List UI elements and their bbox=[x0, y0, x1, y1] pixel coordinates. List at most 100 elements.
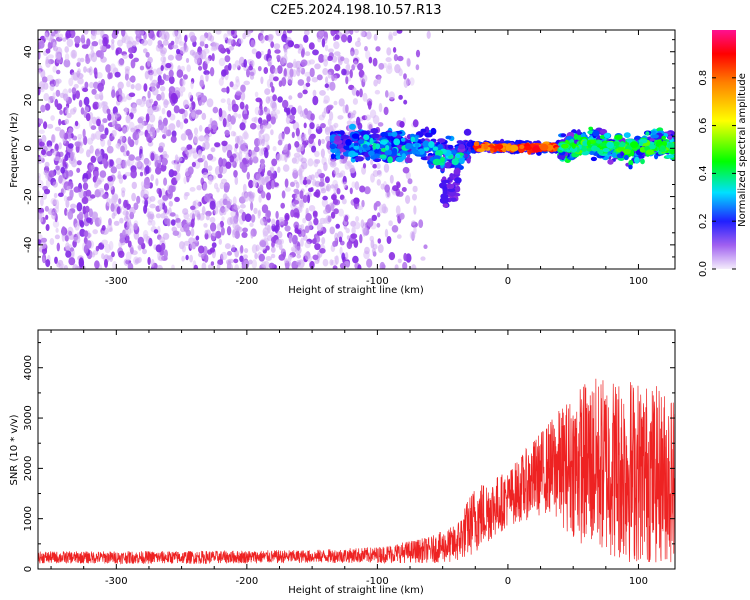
spectrogram-cell bbox=[557, 153, 566, 160]
spectrogram-cell bbox=[415, 142, 419, 149]
spectrogram-cell bbox=[218, 107, 223, 118]
spectrogram-cell bbox=[447, 144, 454, 149]
spectrogram-cell bbox=[226, 86, 230, 94]
spectrogram-cell bbox=[296, 67, 301, 77]
spectrogram-cell bbox=[290, 181, 295, 187]
spectrogram-frame bbox=[37, 29, 676, 270]
spectrogram-cell bbox=[43, 93, 50, 102]
spectrogram-cell bbox=[40, 83, 45, 93]
spectrogram-cell bbox=[320, 123, 326, 129]
spectrogram-cell bbox=[50, 31, 56, 37]
spectrogram-cell bbox=[282, 99, 289, 109]
spectrogram-cell bbox=[73, 186, 81, 193]
spectrogram-cell bbox=[367, 100, 372, 110]
spectrogram-cell bbox=[650, 134, 660, 139]
spectrogram-cell bbox=[155, 244, 162, 253]
spectrogram-cell bbox=[420, 256, 426, 261]
spectrogram-cell bbox=[397, 55, 404, 62]
spectrogram-cell bbox=[140, 181, 145, 188]
spectrogram-cell bbox=[376, 222, 381, 228]
spectrogram-cell bbox=[248, 65, 254, 71]
spectrogram-cell bbox=[450, 149, 457, 155]
spectrogram-cell bbox=[108, 240, 114, 251]
spectrogram-cell bbox=[272, 94, 277, 102]
spectrogram-cell bbox=[81, 196, 89, 205]
colorbar-gradient bbox=[712, 30, 736, 269]
snr-y-axis: 0 1000 2000 3000 4000 bbox=[23, 342, 675, 572]
spectrogram-cell bbox=[176, 221, 183, 229]
spectrogram-cell bbox=[199, 40, 205, 47]
spectrogram-cell bbox=[295, 246, 302, 255]
spectrogram-cell bbox=[136, 134, 140, 139]
spectrogram-cell bbox=[186, 217, 192, 225]
spectrogram-cell bbox=[78, 188, 84, 199]
spectrogram-cell bbox=[69, 247, 75, 252]
spectrogram-cell bbox=[388, 91, 395, 100]
spectrogram-cell bbox=[92, 250, 99, 256]
spectrogram-cell bbox=[135, 83, 142, 91]
spectrogram-cell bbox=[67, 210, 74, 220]
spectrogram-cell bbox=[270, 246, 276, 253]
spectrogram-cell bbox=[617, 146, 625, 152]
spectrogram-cell bbox=[412, 119, 419, 128]
spectrogram-cell bbox=[403, 252, 408, 262]
spectrogram-cell bbox=[308, 187, 313, 193]
spectrogram-cell bbox=[89, 81, 94, 89]
spectrogram-cell bbox=[321, 138, 325, 145]
spectrogram-cell bbox=[160, 242, 166, 251]
spectrogram-cell bbox=[320, 188, 327, 194]
spectrogram-cell bbox=[278, 254, 286, 261]
spectrogram-cell bbox=[155, 178, 159, 187]
spectrogram-cell bbox=[264, 123, 272, 129]
spectrogram-cell bbox=[343, 57, 350, 64]
spectrogram-cell bbox=[316, 222, 324, 232]
spectrogram-cell bbox=[128, 92, 136, 98]
spectrogram-cell bbox=[338, 236, 343, 243]
spectrogram-cell bbox=[232, 196, 237, 206]
spectrogram-cell bbox=[309, 260, 315, 269]
spectrogram-cell bbox=[117, 39, 123, 47]
spectrogram-cell bbox=[235, 91, 242, 96]
spectrogram-cell bbox=[224, 243, 231, 250]
spectrogram-cell bbox=[407, 178, 413, 185]
spectrogram-cell bbox=[334, 64, 341, 72]
spectrogram-cell bbox=[198, 135, 205, 142]
spectrogram-cell bbox=[440, 156, 445, 163]
spectrogram-cell bbox=[151, 84, 155, 93]
spectrogram-cell bbox=[53, 45, 58, 52]
spectrogram-cell bbox=[218, 77, 224, 87]
spectrogram-cell bbox=[301, 161, 308, 170]
spectrogram-cell bbox=[370, 159, 374, 166]
spectrogram-cell bbox=[239, 204, 246, 209]
spectrogram-cell bbox=[192, 200, 197, 207]
spectrogram-cell bbox=[599, 142, 608, 147]
spectrogram-cell bbox=[466, 157, 471, 164]
spectrogram-cell bbox=[226, 38, 234, 45]
spectrogram-cell bbox=[188, 135, 193, 141]
spectrogram-cell bbox=[282, 146, 288, 153]
spectrogram-cell bbox=[395, 205, 401, 215]
spectrogram-cell bbox=[96, 153, 103, 162]
spectrogram-cell bbox=[205, 214, 210, 221]
spectrogram-cell bbox=[234, 143, 239, 149]
spectrogram-cell bbox=[38, 41, 45, 49]
spectrogram-cell bbox=[623, 132, 631, 139]
spectrogram-cell bbox=[41, 71, 45, 76]
spectrogram-cell bbox=[349, 123, 356, 130]
spectrogram-cell bbox=[264, 149, 269, 159]
spectrogram-cell bbox=[304, 71, 312, 77]
spectrogram-cell bbox=[299, 190, 304, 200]
spectrogram-cell bbox=[362, 74, 368, 83]
spectrogram-cell bbox=[71, 87, 77, 95]
spectrogram-cell bbox=[100, 101, 106, 109]
spectrogram-cell bbox=[44, 103, 51, 111]
spectrogram-cell bbox=[238, 38, 244, 44]
spectrogram-cell bbox=[314, 150, 320, 158]
spectrogram-cell bbox=[330, 153, 336, 160]
spectrogram-cell bbox=[200, 95, 208, 103]
spectrogram-cell bbox=[365, 114, 371, 121]
spectrogram-cell bbox=[325, 127, 329, 133]
spectrogram-cell bbox=[290, 106, 297, 116]
spectrogram-cell bbox=[176, 69, 184, 78]
spectrogram-cell bbox=[221, 69, 227, 77]
